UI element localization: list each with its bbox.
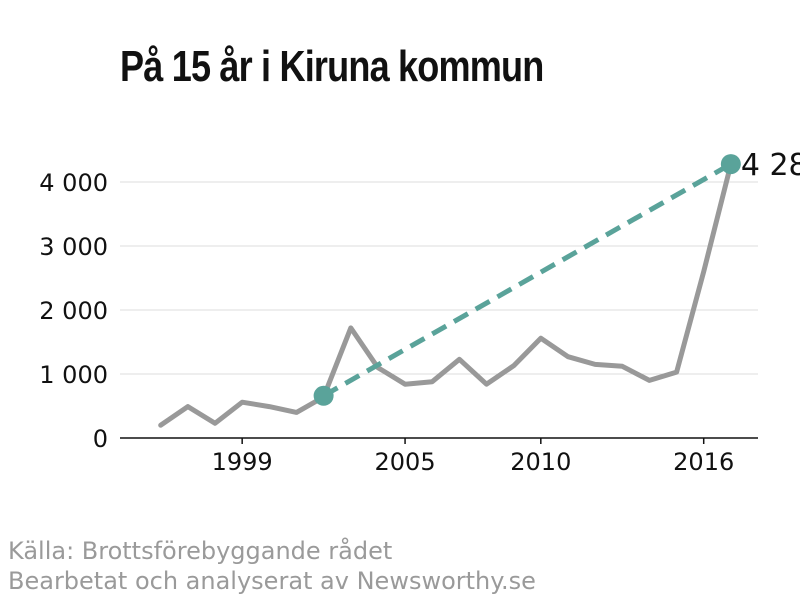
y-tick-label: 2 000 (39, 297, 108, 325)
footer: Källa: Brottsförebyggande rådet Bearbeta… (8, 536, 536, 596)
trend-point (720, 154, 741, 175)
axes (120, 437, 758, 444)
credit-text: Bearbetat och analyserat av Newsworthy.s… (8, 567, 536, 595)
y-tick-label: 3 000 (39, 233, 108, 261)
series-line (158, 161, 734, 428)
tick-labels: 0 1 000 2 000 3 000 4 000 1999 2005 2010 2016 4 2… (39, 148, 800, 476)
chart-title: På 15 år i Kiruna kommun (120, 42, 544, 91)
y-tick-label: 1 000 (39, 361, 108, 389)
y-tick-label: 0 (93, 425, 108, 453)
x-tick-label: 1999 (212, 448, 273, 476)
x-tick-label: 2005 (375, 448, 436, 476)
source-text: Källa: Brottsförebyggande rådet (8, 537, 393, 565)
gridlines (120, 181, 758, 375)
x-tick-label: 2016 (673, 448, 734, 476)
x-tick-label: 2010 (510, 448, 571, 476)
trend-line (322, 161, 733, 398)
series-lines (158, 154, 741, 428)
y-tick-label: 4 000 (39, 169, 108, 197)
end-value-label: 4 28 (741, 148, 800, 183)
trend-point (313, 385, 334, 406)
